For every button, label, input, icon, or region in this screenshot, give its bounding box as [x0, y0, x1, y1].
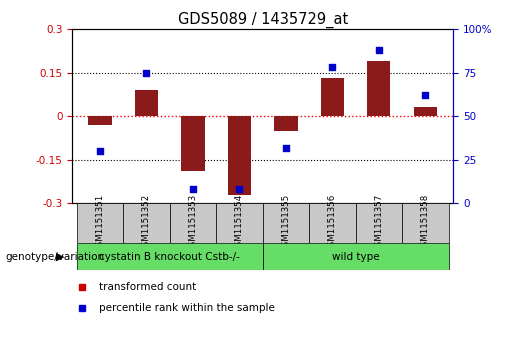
Text: GSM1151357: GSM1151357: [374, 194, 383, 252]
Bar: [367, 61, 390, 116]
Text: cystatin B knockout Cstb-/-: cystatin B knockout Cstb-/-: [99, 252, 240, 262]
Point: [96, 148, 104, 154]
Point: [235, 187, 244, 192]
Text: GSM1151351: GSM1151351: [95, 194, 105, 252]
Bar: [123, 203, 170, 243]
Bar: [135, 90, 158, 116]
Bar: [263, 203, 309, 243]
Bar: [89, 116, 112, 125]
Bar: [216, 203, 263, 243]
Text: genotype/variation: genotype/variation: [5, 252, 104, 262]
Point: [282, 144, 290, 150]
Bar: [355, 203, 402, 243]
Bar: [309, 203, 355, 243]
Point: [328, 65, 336, 70]
Text: wild type: wild type: [332, 252, 380, 262]
Bar: [414, 107, 437, 116]
Bar: [402, 203, 449, 243]
Bar: [321, 78, 344, 116]
Point: [142, 70, 150, 76]
Bar: [263, 243, 449, 270]
Text: GSM1151356: GSM1151356: [328, 194, 337, 252]
Bar: [77, 203, 123, 243]
Point: [421, 92, 430, 98]
Bar: [274, 116, 298, 131]
Text: GSM1151354: GSM1151354: [235, 194, 244, 252]
Title: GDS5089 / 1435729_at: GDS5089 / 1435729_at: [178, 12, 348, 28]
Bar: [228, 116, 251, 195]
Point: [189, 187, 197, 192]
Bar: [181, 116, 204, 171]
Text: transformed count: transformed count: [99, 282, 196, 292]
Text: GSM1151358: GSM1151358: [421, 194, 430, 252]
Text: ▶: ▶: [56, 252, 64, 262]
Text: percentile rank within the sample: percentile rank within the sample: [99, 303, 274, 313]
Point: [375, 47, 383, 53]
Bar: [170, 203, 216, 243]
Bar: [77, 243, 263, 270]
Text: GSM1151352: GSM1151352: [142, 194, 151, 252]
Text: GSM1151353: GSM1151353: [188, 194, 197, 252]
Text: GSM1151355: GSM1151355: [281, 194, 290, 252]
